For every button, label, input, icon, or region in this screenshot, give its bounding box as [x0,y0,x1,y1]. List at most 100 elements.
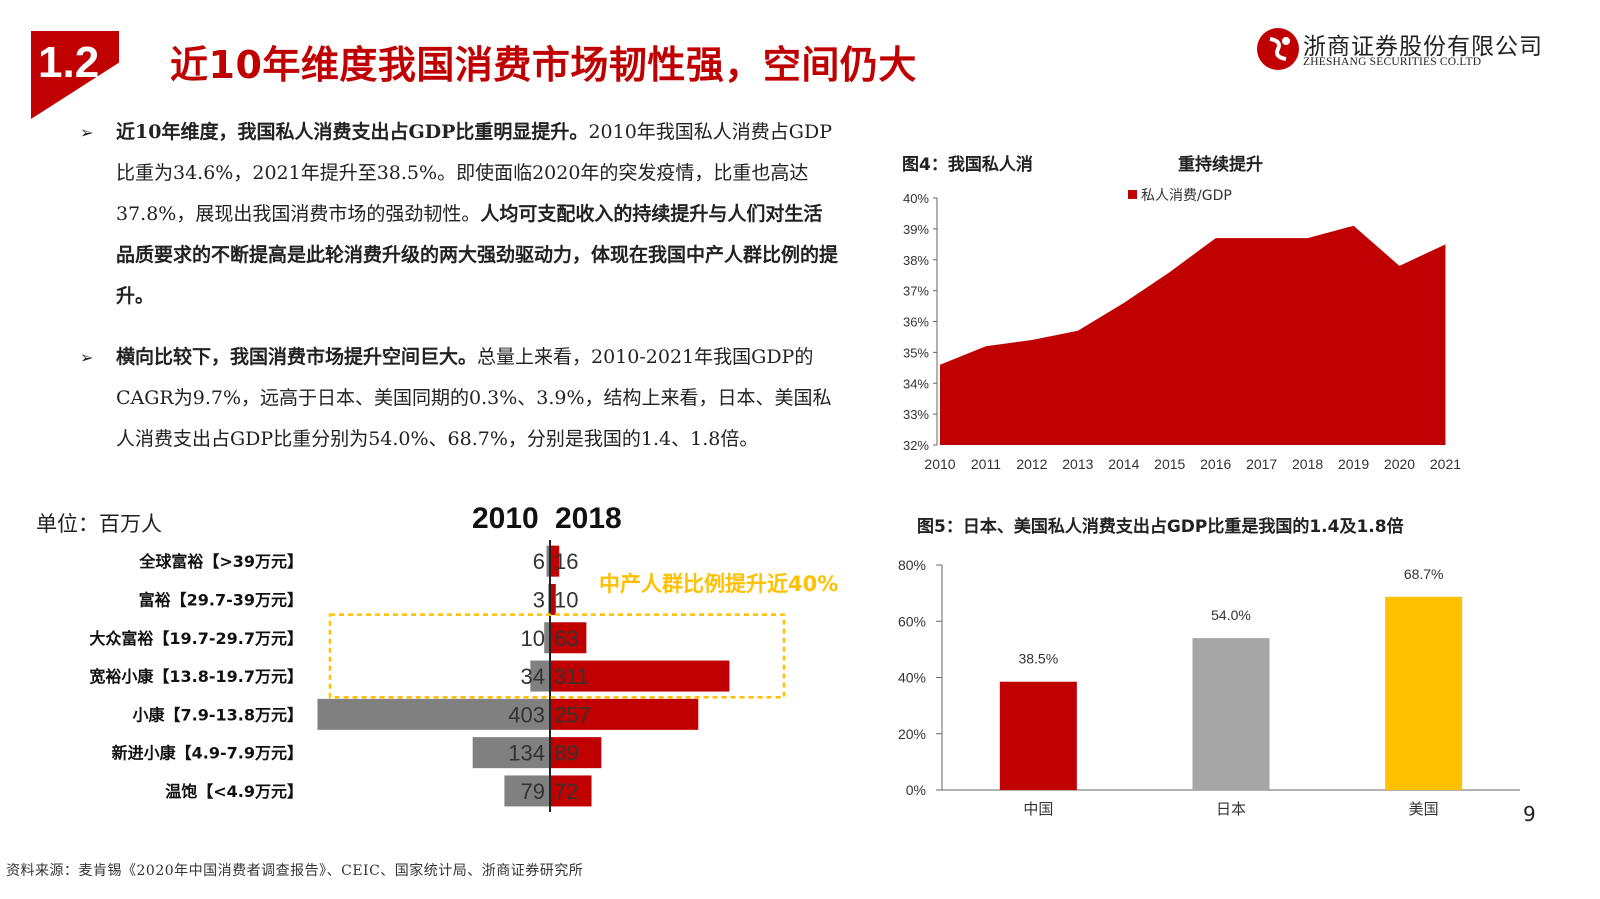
bar-2018 [550,583,556,615]
year-label-2018: 2018 [555,502,622,535]
y-tick-label: 39% [903,222,929,237]
value-label-2018: 63 [554,626,578,651]
category-label: 新进小康【4.9-7.9万元】 [112,744,303,763]
bar-2018 [550,775,592,807]
category-label: 大众富裕【19.7-29.7万元】 [89,629,303,648]
company-logo-icon [1257,28,1299,70]
y-tick-label: 34% [903,376,929,391]
bullet-list: ➢ 近10年维度，我国私人消费支出占GDP比重明显提升。2010年我国私人消费占… [80,112,840,460]
middle-class-highlight-box [328,613,786,699]
bullet-bold: 近10年维度，我国私人消费支出占GDP比重明显提升。 [116,121,589,143]
x-tick-label: 2011 [971,456,1001,472]
bullet-bold: 横向比较下，我国消费市场提升空间巨大。 [116,346,478,368]
y-tick-label: 60% [898,613,926,629]
bar-2018 [550,737,602,769]
bar-2010 [504,775,550,807]
y-tick-label: 80% [898,557,926,573]
value-label-2010: 134 [508,741,545,766]
bar-2010 [546,545,550,577]
y-tick-label: 32% [903,438,929,453]
legend-swatch [1128,190,1137,199]
x-tick-label: 日本 [1216,800,1246,818]
company-name-en: ZHESHANG SECURITIES CO.LTD [1303,56,1482,68]
population-pyramid-chart: 全球富裕【>39万元】 6 16 富裕【29.7-39万元】 3 10 大众富裕【19.7-… [89,540,786,812]
x-tick-label: 2010 [924,456,955,472]
bar-2018 [550,622,587,654]
x-tick-label: 2017 [1246,456,1277,472]
category-label: 温饱【<4.9万元】 [164,782,303,801]
y-tick-label: 33% [903,407,929,422]
fig4-title-part2: 重持续提升 [1178,155,1263,175]
category-label: 富裕【29.7-39万元】 [139,590,303,609]
value-label-2018: 89 [554,741,578,766]
x-tick-label: 2020 [1384,456,1415,472]
bar-2018 [550,545,560,577]
y-tick-label: 37% [903,284,929,299]
arrow-bullet-icon: ➢ [80,348,94,367]
value-label-2018: 16 [554,549,578,574]
category-label: 全球富裕【>39万元】 [138,552,303,571]
category-label: 宽裕小康【13.8-19.7万元】 [89,667,303,686]
value-label-2010: 3 [533,587,545,612]
x-tick-label: 中国 [1023,800,1053,818]
bar-2010 [544,622,550,654]
value-label-2010: 10 [521,626,545,651]
value-label-2018: 10 [554,587,578,612]
bar-0 [999,681,1077,790]
value-label-2018: 72 [554,779,578,804]
bullet-bold-2: 人均可支配收入的持续提升与人们对生活品质要求的不断提高是此轮消费升级的两大强劲驱… [116,203,839,307]
value-label: 68.7% [1404,566,1444,582]
page-number: 9 [1523,802,1536,826]
bar-2010 [530,660,550,692]
value-label-2010: 79 [521,779,545,804]
value-label-2010: 403 [508,702,545,727]
page-title: 近10年维度我国消费市场韧性强，空间仍大 [170,43,917,87]
x-tick-label: 2019 [1338,456,1369,472]
y-tick-label: 36% [903,315,929,330]
middle-class-note: 中产人群比例提升近40% [599,572,839,596]
bar-2010 [472,737,550,769]
y-tick-label: 38% [903,253,929,268]
value-label: 38.5% [1018,651,1058,667]
bar-2010 [317,698,550,730]
x-tick-label: 2013 [1062,456,1093,472]
value-label-2010: 34 [521,664,545,689]
bar-2 [1385,596,1463,790]
area-series [940,225,1446,445]
unit-label: 单位：百万人 [36,512,162,536]
bullet-text: 总量上来看，2010-2021年我国GDP的CAGR为9.7%，远高于日本、美国… [116,346,832,450]
bullet-item: ➢ 近10年维度，我国私人消费支出占GDP比重明显提升。2010年我国私人消费占… [80,112,840,317]
category-label: 小康【7.9-13.8万元】 [133,705,303,724]
consumption-share-area-chart: 32% 33% 34% 35% 36% 37% 38% 39% 40% 2010 2011 2012 2… [903,188,1461,472]
arrow-bullet-icon: ➢ [80,123,94,142]
value-label-2018: 311 [554,664,589,689]
company-name-cn: 浙商证券股份有限公司 [1303,34,1543,60]
value-label: 54.0% [1211,607,1251,623]
x-tick-label: 2014 [1108,456,1139,472]
bullet-text: 2010年我国私人消费占GDP比重为34.6%，2021年提升至38.5%。即使… [116,121,832,225]
source-note: 资料来源：麦肯锡《2020年中国消费者调查报告》、CEIC、国家统计局、浙商证券… [6,863,584,879]
legend-label: 私人消费/GDP [1141,188,1232,204]
bar-2018 [550,698,699,730]
x-tick-label: 2012 [1016,456,1047,472]
x-tick-label: 2015 [1154,456,1185,472]
x-tick-label: 2016 [1200,456,1231,472]
value-label-2018: 257 [554,702,591,727]
x-tick-label: 2018 [1292,456,1323,472]
section-number: 1.2 [38,38,100,87]
x-tick-label: 美国 [1409,800,1439,818]
value-label-2010: 6 [533,549,545,574]
y-tick-label: 20% [898,726,926,742]
bullet-item: ➢ 横向比较下，我国消费市场提升空间巨大。总量上来看，2010-2021年我国G… [80,337,840,460]
y-tick-label: 35% [903,345,929,360]
country-comparison-bar-chart: 0% 20% 40% 60% 80% 38.5% 中国 54.0% 日本 68.7% 美国 [898,557,1520,818]
bar-1 [1192,638,1270,790]
fig4-title: 图4：我国私人消 [902,155,1033,175]
y-tick-label: 40% [898,670,926,686]
x-tick-label: 2021 [1430,456,1461,472]
fig5-title: 图5：日本、美国私人消费支出占GDP比重是我国的1.4及1.8倍 [917,517,1404,537]
bar-2018 [550,660,730,692]
y-tick-label: 0% [906,782,926,798]
year-label-2010: 2010 [472,502,539,535]
y-tick-label: 40% [903,191,929,206]
